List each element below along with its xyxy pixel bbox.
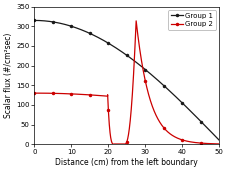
Group 2 [42, 92, 45, 94]
Y-axis label: Scalar flux (#/cm²sec): Scalar flux (#/cm²sec) [4, 33, 13, 118]
Group 2 [112, 143, 115, 145]
Group 1 [122, 52, 125, 55]
Line: Group 2: Group 2 [33, 20, 220, 145]
Group 2 [212, 143, 215, 145]
Legend: Group 1, Group 2: Group 1, Group 2 [167, 10, 215, 30]
Group 2 [178, 138, 181, 140]
Line: Group 1: Group 1 [33, 19, 220, 141]
Group 2 [134, 20, 137, 22]
Group 2 [217, 143, 220, 145]
Group 1 [217, 139, 220, 141]
Group 1 [212, 134, 214, 136]
Group 1 [178, 100, 181, 102]
Group 2 [123, 143, 125, 145]
Group 2 [118, 143, 120, 145]
Group 1 [33, 19, 35, 21]
Group 2 [33, 92, 35, 94]
Group 1 [212, 134, 215, 136]
X-axis label: Distance (cm) from the left boundary: Distance (cm) from the left boundary [55, 158, 197, 167]
Group 1 [118, 49, 120, 51]
Group 2 [212, 143, 215, 145]
Group 1 [42, 20, 45, 22]
